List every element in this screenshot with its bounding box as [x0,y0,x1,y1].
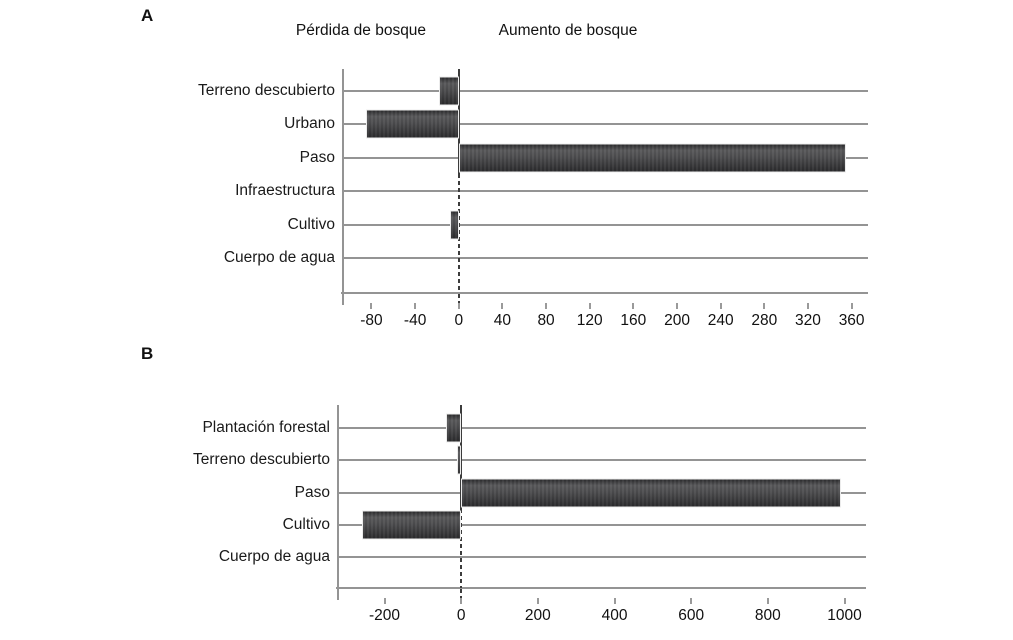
bar-cultivo [361,510,462,540]
category-label: Cuerpo de agua [223,249,335,266]
axis-tick-mark [501,303,504,309]
axis-tick-label: -40 [403,312,427,329]
bar-terreno-descubierto [439,76,459,106]
axis-tick-mark [460,598,463,604]
axis-tick-mark [457,303,460,309]
axis-tick-mark [613,598,616,604]
category-label: Plantación forestal [202,418,330,436]
plot-bottom-axis [336,587,866,589]
category-gridline [342,190,868,193]
axis-tick-label: 800 [754,607,781,624]
category-label: Paso [299,148,335,166]
category-gridline [342,223,868,226]
zero-axis-line-solid [457,69,460,175]
category-gridline [337,556,866,559]
axis-tick-mark [806,303,809,309]
axis-tick-label: 0 [456,607,466,624]
category-gridline [342,123,868,126]
axis-tick-mark [414,303,417,309]
axis-tick-label: 200 [524,607,551,624]
category-gridline [337,426,866,429]
axis-tick-mark [690,598,693,604]
axis-tick-label: 360 [838,312,865,329]
axis-tick-mark [370,303,373,309]
axis-tick-label: 40 [493,312,512,329]
panel-a-letter: A [141,6,154,25]
chart-b-plot-area: Plantación forestal Terreno descubierto Pa… [193,405,866,624]
forest-gain-header: Aumento de bosque [498,22,638,39]
axis-tick-mark [766,598,769,604]
plot-bottom-axis [341,292,868,294]
category-label: Cuerpo de agua [218,548,330,566]
zero-axis-stub [460,589,463,598]
bar-paso [458,143,847,173]
axis-tick-mark [588,303,591,309]
zero-axis-line-solid [460,405,463,509]
axis-tick-mark [676,303,679,309]
axis-tick-mark [632,303,635,309]
plot-left-border [342,69,344,305]
axis-tick-label: 400 [601,607,628,624]
axis-tick-mark [383,598,386,604]
bar-paso [461,478,841,507]
bar-terreno-descubierto [457,445,462,475]
axis-tick-label: 160 [620,312,647,329]
chart-a-plot-area: Terreno descubierto Urbano Paso Infraestruc… [198,69,868,329]
panel-b-letter: B [141,344,154,363]
bar-cultivo [450,210,459,240]
category-label: Terreno descubierto [193,451,330,469]
zero-axis-line-dashed [460,509,463,588]
axis-tick-mark [719,303,722,309]
category-label: Urbano [284,115,335,133]
axis-tick-mark [536,598,539,604]
axis-tick-label: 240 [707,312,734,329]
bar-urbano [366,109,459,139]
category-label: Terreno descubierto [198,82,335,99]
category-label: Paso [294,483,330,501]
axis-tick-label: 0 [454,312,464,329]
category-gridline [337,459,866,462]
axis-tick-mark [763,303,766,309]
axis-tick-label: 200 [664,312,690,329]
zero-axis-line-dashed [457,174,460,293]
category-label: Cultivo [287,215,335,233]
category-gridline [342,90,868,92]
category-gridline [337,523,866,526]
plot-left-border [337,405,339,600]
axis-tick-mark [545,303,548,309]
zero-axis-stub [457,294,460,303]
forest-loss-header: Pérdida de bosque [295,22,427,39]
category-gridline [342,257,868,259]
category-label: Cultivo [282,515,330,533]
axis-tick-label: 600 [678,607,705,624]
axis-tick-mark [843,598,846,604]
category-label: Infraestructura [235,182,335,200]
axis-tick-label: 1000 [827,607,862,624]
bar-plantaci-n-forestal [445,413,462,443]
axis-tick-label: -80 [360,312,383,329]
axis-tick-label: 280 [751,312,778,329]
axis-tick-label: 320 [795,312,821,329]
axis-tick-label: 120 [576,312,603,329]
axis-tick-label: -200 [369,607,401,624]
axis-tick-label: 80 [537,312,555,329]
axis-tick-mark [850,303,853,309]
